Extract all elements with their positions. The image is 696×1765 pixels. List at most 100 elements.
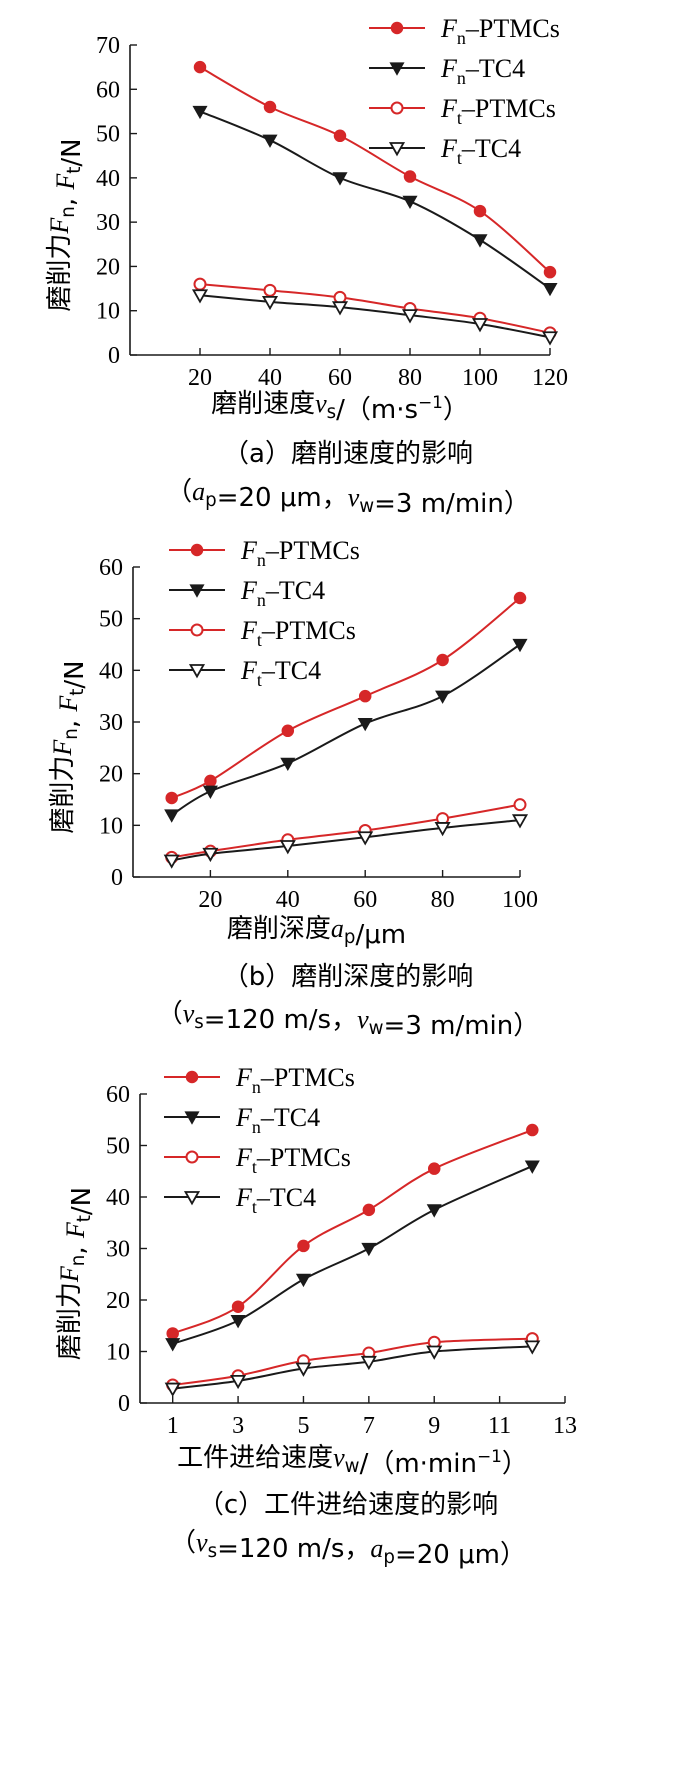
- data-point: [511, 814, 529, 829]
- data-point: [204, 774, 217, 788]
- legend-marker: [183, 1191, 201, 1206]
- legend-label: Ft–PTMCs: [240, 616, 356, 650]
- legend-marker: [185, 1070, 199, 1084]
- data-point: [163, 854, 180, 869]
- data-point: [279, 840, 296, 855]
- legend-label: Ft–TC4: [240, 656, 321, 690]
- data-point: [512, 638, 528, 653]
- chart-conditions: （vs=120 m/s，vw=3 m/min）: [157, 999, 540, 1041]
- legend-entry: Ft–TC4: [164, 1183, 316, 1217]
- legend-label: Ft–TC4: [440, 134, 521, 168]
- series-line-Ft–TC4: [172, 1345, 533, 1390]
- data-point: [165, 1338, 181, 1352]
- series-line-Ft–PTMCs: [171, 803, 521, 859]
- data-point: [426, 1204, 442, 1218]
- legend-marker: [184, 1111, 200, 1125]
- x-tick-label: 80: [398, 365, 422, 391]
- data-point: [164, 809, 180, 823]
- x-tick-label: 3: [232, 1413, 244, 1439]
- data-point: [202, 785, 218, 799]
- chart-caption: （b）磨削深度的影响: [223, 962, 474, 992]
- data-point: [472, 234, 488, 248]
- legend-entry: Fn–TC4: [169, 576, 325, 610]
- y-tick-label: 0: [111, 865, 123, 891]
- legend-entry: Fn–PTMCs: [169, 536, 360, 570]
- data-point: [436, 653, 449, 667]
- legend-entry: Ft–PTMCs: [169, 616, 356, 650]
- series-line-Ft–PTMCs: [172, 1337, 533, 1386]
- data-point: [513, 591, 527, 605]
- data-point: [230, 1314, 246, 1329]
- legend-label: Ft–PTMCs: [440, 94, 556, 128]
- legend-marker: [390, 21, 404, 35]
- legend-entry: Ft–TC4: [369, 134, 521, 168]
- data-point: [357, 717, 373, 732]
- y-tick-label: 40: [99, 658, 123, 684]
- legend-entry: Ft–PTMCs: [164, 1143, 351, 1177]
- x-tick-label: 100: [502, 887, 538, 913]
- y-tick-label: 10: [106, 1340, 130, 1366]
- x-axis-label: 磨削速度vs/（m·s−1）: [211, 389, 469, 425]
- data-point: [281, 724, 295, 738]
- y-tick-label: 30: [99, 710, 123, 736]
- data-point: [333, 129, 347, 143]
- data-point: [513, 798, 527, 812]
- y-tick-label: 30: [96, 210, 120, 236]
- data-point: [193, 277, 207, 291]
- y-tick-label: 40: [106, 1185, 130, 1211]
- y-tick-label: 0: [118, 1391, 130, 1417]
- data-point: [165, 791, 178, 805]
- data-point: [231, 1300, 245, 1313]
- legend-label: Ft–PTMCs: [235, 1143, 351, 1177]
- data-point: [191, 289, 209, 304]
- y-tick-label: 60: [106, 1082, 130, 1108]
- legend-marker: [185, 1150, 199, 1164]
- chart-caption: （a）磨削速度的影响: [223, 439, 473, 469]
- y-tick-label: 50: [96, 122, 120, 148]
- x-tick-label: 1: [167, 1413, 179, 1439]
- legend-label: Fn–PTMCs: [235, 1063, 355, 1097]
- data-point: [164, 1382, 181, 1397]
- x-axis-label: 磨削深度ap/μm: [227, 914, 406, 950]
- data-point: [471, 318, 489, 333]
- x-tick-label: 100: [462, 365, 498, 391]
- data-point: [434, 822, 451, 837]
- legend-marker: [389, 62, 405, 76]
- data-point: [202, 847, 219, 863]
- data-point: [526, 1123, 539, 1137]
- data-point: [263, 283, 277, 297]
- legend-label: Fn–TC4: [235, 1103, 320, 1137]
- y-axis-label: 磨削力Fn, Ft/N: [55, 1187, 97, 1360]
- legend-marker: [189, 584, 205, 598]
- y-tick-label: 60: [96, 77, 120, 103]
- data-point: [362, 1203, 376, 1217]
- data-point: [435, 690, 451, 704]
- y-tick-label: 50: [99, 607, 123, 633]
- data-point: [166, 1327, 179, 1340]
- y-tick-label: 20: [96, 254, 120, 280]
- data-point: [358, 689, 372, 703]
- data-point: [230, 1374, 247, 1390]
- data-point: [360, 1355, 377, 1371]
- x-axis-label: 工件进给速度vw/（m·min−1）: [177, 1443, 528, 1479]
- legend-entry: Ft–PTMCs: [369, 94, 556, 128]
- series-line-Fn–TC4: [172, 1165, 533, 1345]
- x-tick-label: 20: [188, 365, 212, 391]
- data-point: [297, 1239, 310, 1253]
- data-point: [542, 282, 558, 297]
- data-point: [295, 1362, 312, 1377]
- data-point: [262, 134, 278, 148]
- legend-entry: Fn–TC4: [369, 54, 525, 88]
- legend-entry: Fn–PTMCs: [369, 14, 560, 48]
- data-point: [426, 1345, 443, 1360]
- data-point: [403, 170, 417, 183]
- data-point: [295, 1273, 311, 1288]
- legend-label: Fn–TC4: [240, 576, 325, 610]
- y-tick-label: 20: [99, 762, 123, 788]
- legend-marker: [190, 623, 204, 637]
- x-tick-label: 60: [353, 887, 377, 913]
- data-point: [331, 301, 349, 316]
- legend-marker: [188, 664, 206, 679]
- x-tick-label: 40: [276, 887, 300, 913]
